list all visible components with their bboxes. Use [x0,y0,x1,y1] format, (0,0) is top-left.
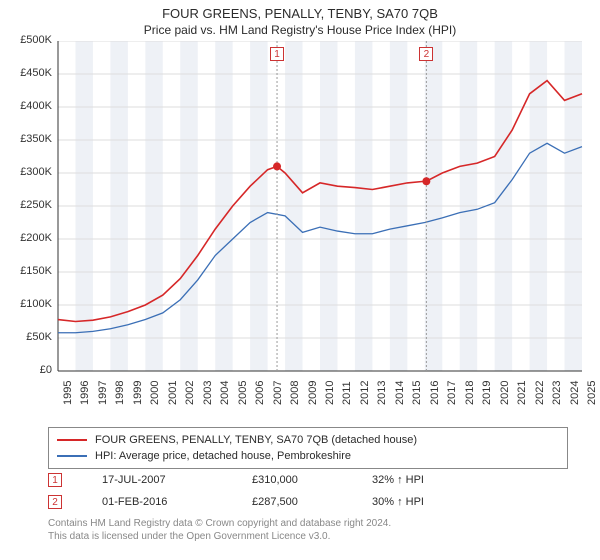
price-chart: 1 2 £0 £50K £100K £150K £200K £250K £300K £350K £4… [10,41,590,421]
x-tick-label: 2023 [551,381,563,405]
x-tick-label: 2024 [569,381,581,405]
x-tick-label: 2009 [307,381,319,405]
legend: FOUR GREENS, PENALLY, TENBY, SA70 7QB (d… [48,427,568,469]
x-tick-label: 2020 [499,381,511,405]
sale-date: 01-FEB-2016 [102,496,212,508]
x-tick-label: 2008 [289,381,301,405]
y-tick-label: £50K [12,331,52,343]
x-tick-label: 1997 [97,381,109,405]
legend-swatch [57,439,87,441]
x-tick-label: 2004 [219,381,231,405]
legend-item: FOUR GREENS, PENALLY, TENBY, SA70 7QB (d… [57,432,559,448]
y-tick-label: £500K [12,34,52,46]
x-tick-label: 2016 [429,381,441,405]
y-tick-label: £150K [12,265,52,277]
y-tick-label: £200K [12,232,52,244]
x-tick-label: 2019 [481,381,493,405]
x-tick-label: 2015 [411,381,423,405]
x-tick-label: 2025 [586,381,598,405]
page-subtitle: Price paid vs. HM Land Registry's House … [0,21,600,41]
sale-price: £310,000 [252,474,332,486]
x-tick-label: 2021 [516,381,528,405]
legend-label: FOUR GREENS, PENALLY, TENBY, SA70 7QB (d… [95,434,417,446]
sale-row: 2 01-FEB-2016 £287,500 30% ↑ HPI [48,491,568,513]
x-tick-label: 1998 [114,381,126,405]
legend-swatch [57,455,87,457]
legend-item: HPI: Average price, detached house, Pemb… [57,448,559,464]
x-tick-label: 2011 [341,381,353,405]
sales-table: 1 17-JUL-2007 £310,000 32% ↑ HPI 2 01-FEB-201… [48,469,568,513]
y-tick-label: £100K [12,298,52,310]
sale-row-marker: 2 [48,495,62,509]
x-tick-label: 2003 [202,381,214,405]
x-tick-label: 2000 [149,381,161,405]
footer-line: Contains HM Land Registry data © Crown c… [48,517,600,530]
x-tick-label: 2018 [464,381,476,405]
y-tick-label: £0 [12,364,52,376]
sale-row: 1 17-JUL-2007 £310,000 32% ↑ HPI [48,469,568,491]
x-tick-label: 1999 [132,381,144,405]
legend-label: HPI: Average price, detached house, Pemb… [95,450,351,462]
sale-date: 17-JUL-2007 [102,474,212,486]
sale-delta: 30% ↑ HPI [372,496,424,508]
chart-svg [10,41,590,379]
sale-price: £287,500 [252,496,332,508]
sale-row-marker: 1 [48,473,62,487]
x-tick-label: 2012 [359,381,371,405]
sale-marker-1: 1 [270,47,284,61]
x-tick-label: 2007 [272,381,284,405]
x-tick-label: 2010 [324,381,336,405]
x-tick-label: 2001 [167,381,179,405]
x-tick-label: 2017 [446,381,458,405]
x-tick-label: 1995 [62,381,74,405]
x-tick-label: 2013 [376,381,388,405]
attribution: Contains HM Land Registry data © Crown c… [48,517,600,543]
x-tick-label: 2022 [534,381,546,405]
sale-delta: 32% ↑ HPI [372,474,424,486]
x-tick-label: 2014 [394,381,406,405]
x-tick-label: 2006 [254,381,266,405]
page-title: FOUR GREENS, PENALLY, TENBY, SA70 7QB [0,0,600,21]
sale-marker-2: 2 [419,47,433,61]
y-tick-label: £350K [12,133,52,145]
y-tick-label: £450K [12,67,52,79]
y-tick-label: £400K [12,100,52,112]
x-tick-label: 2002 [184,381,196,405]
x-tick-label: 2005 [237,381,249,405]
y-tick-label: £250K [12,199,52,211]
x-tick-label: 1996 [79,381,91,405]
y-tick-label: £300K [12,166,52,178]
footer-line: This data is licensed under the Open Gov… [48,530,600,543]
